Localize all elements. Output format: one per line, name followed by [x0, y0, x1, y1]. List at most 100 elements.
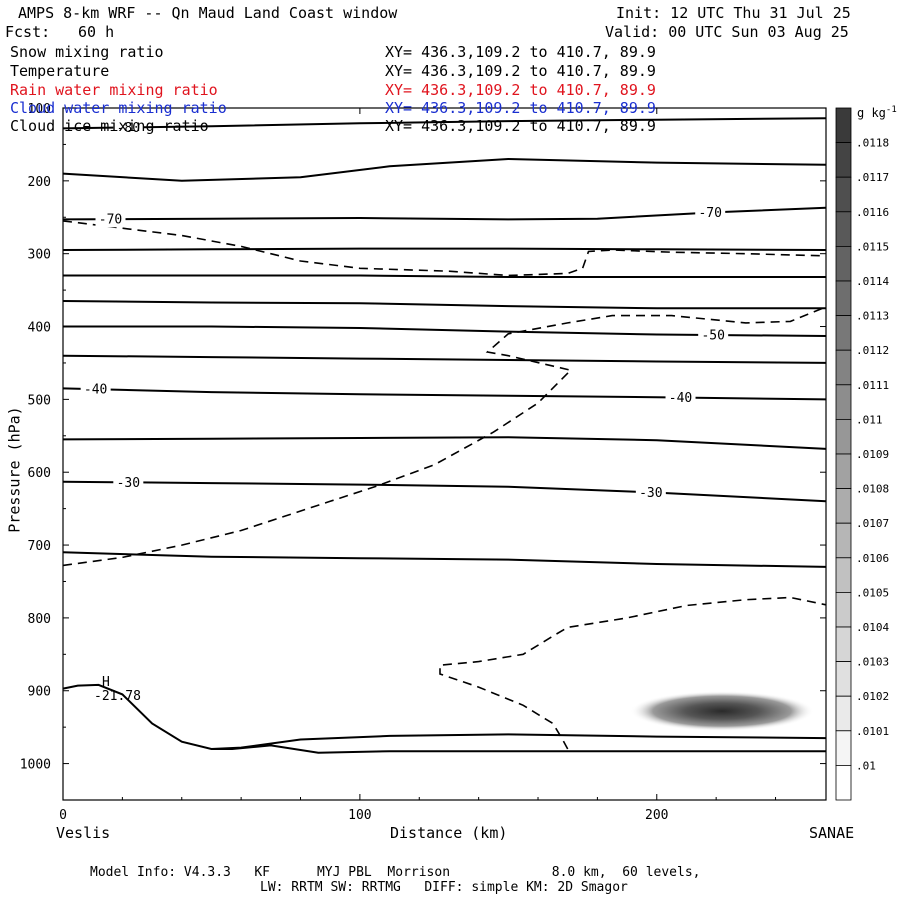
- isotherm-label: -30: [117, 476, 140, 491]
- colorbar-level-label: .0111: [856, 379, 889, 392]
- isotherm-label: -70: [99, 213, 122, 228]
- isotherm-label-background: [95, 211, 126, 228]
- colorbar-swatch: [835, 280, 852, 316]
- isotherm-label-background: [113, 119, 144, 136]
- colorbar-swatch: [835, 176, 852, 213]
- colorbar-swatch: [835, 661, 852, 697]
- isotherm-label-background: [698, 327, 729, 344]
- field-xy-rain: XY= 436.3,109.2 to 410.7, 89.9: [385, 81, 656, 99]
- y-tick-label: 300: [28, 248, 51, 263]
- snow-mixing-ratio-maximum: [630, 691, 815, 732]
- colorbar-swatch: [835, 488, 852, 524]
- colorbar-swatch: [835, 245, 852, 282]
- colorbar-level-label: .0113: [856, 310, 889, 323]
- x-end-label: SANAE: [809, 824, 855, 842]
- field-name-snow: Snow mixing ratio: [10, 43, 164, 61]
- temperature-isotherm: [62, 551, 827, 568]
- colorbar-level-label: .0118: [856, 137, 889, 150]
- temperature-isotherm: [63, 325, 827, 337]
- isotherm-label-background: [635, 484, 666, 501]
- colorbar-swatch: [835, 211, 852, 247]
- temperature-isotherm: [62, 387, 827, 401]
- temperature-isotherm: [63, 274, 826, 278]
- y-tick-label: 100: [28, 102, 51, 117]
- isotherm-label-background: [665, 389, 696, 406]
- upper-dashed-contour: [62, 220, 827, 277]
- isotherm-label-background: [80, 381, 111, 398]
- lower-dashed-contour: [439, 596, 827, 750]
- temperature-isotherm: [62, 247, 827, 251]
- colorbar-swatch: [835, 418, 852, 455]
- isotherm-label: -40: [669, 391, 692, 406]
- y-tick-label: 900: [28, 685, 51, 700]
- colorbar-swatch: [835, 626, 852, 662]
- forecast-label: Fcst:: [5, 23, 51, 41]
- forecast-hours: 60 h: [78, 23, 115, 41]
- freezing-contour-dashed: [62, 306, 827, 567]
- colorbar-level-label: .0102: [856, 690, 889, 703]
- isotherm-label-background: [113, 474, 144, 491]
- model-info-line1: Model Info: V4.3.3 KF MYJ PBL Morrison 8…: [90, 865, 701, 880]
- colorbar-level-label: .0108: [856, 483, 889, 496]
- colorbar-swatch: [835, 315, 852, 351]
- y-tick-label: 700: [28, 539, 51, 554]
- colorbar-swatch: [835, 730, 852, 766]
- colorbar-level-label: .0112: [856, 344, 889, 357]
- colorbar-unit-exponent: -1: [885, 105, 897, 115]
- field-xy-cloud-water: XY= 436.3,109.2 to 410.7, 89.9: [385, 99, 656, 117]
- model-info-line2: LW: RRTM SW: RRTMG DIFF: simple KM: 2D S…: [260, 880, 628, 895]
- y-tick-label: 800: [28, 612, 51, 627]
- colorbar-swatch: [835, 765, 852, 801]
- temperature-isotherm: [62, 354, 827, 364]
- field-xy-temperature: XY= 436.3,109.2 to 410.7, 89.9: [385, 62, 656, 80]
- field-name-cloud-water: Cloud water mixing ratio: [10, 99, 227, 117]
- colorbar-level-label: .011: [856, 413, 883, 426]
- y-tick-label: 600: [28, 466, 51, 481]
- colorbar-level-label: .0106: [856, 552, 889, 565]
- colorbar-level-label: .0107: [856, 517, 889, 530]
- colorbar-swatch: [835, 142, 852, 178]
- y-tick-label: 400: [28, 321, 51, 336]
- colorbar-level-label: .0115: [856, 240, 889, 253]
- colorbar-swatch: [835, 453, 852, 489]
- colorbar-swatch: [835, 592, 852, 628]
- valid-time: Valid: 00 UTC Sun 03 Aug 25: [605, 23, 849, 41]
- plot-frame: [62, 107, 827, 801]
- y-axis-title: Pressure (hPa): [5, 406, 24, 533]
- temperature-isotherm: [62, 117, 827, 130]
- x-tick-label: 0: [59, 808, 67, 823]
- colorbar-level-label: .0116: [856, 206, 889, 219]
- colorbar-swatch: [835, 695, 852, 732]
- colorbar-level-label: .0101: [856, 725, 889, 738]
- colorbar-level-label: .0105: [856, 586, 889, 599]
- colorbar-level-label: .0117: [856, 171, 889, 184]
- colorbar-unit-text: g kg: [857, 106, 886, 120]
- colorbar-swatch: [835, 384, 852, 420]
- isotherm-label: -50: [701, 329, 724, 344]
- isotherm-label: -70: [698, 206, 721, 221]
- colorbar-level-label: .0109: [856, 448, 889, 461]
- colorbar-swatch: [835, 522, 852, 559]
- temperature-isotherm: [62, 436, 827, 450]
- init-time: Init: 12 UTC Thu 31 Jul 25: [616, 4, 851, 22]
- colorbar-unit: g kg-1: [857, 104, 897, 120]
- x-tick-label: 200: [645, 808, 668, 823]
- chart-title: AMPS 8-km WRF -- Qn Maud Land Coast wind…: [18, 4, 398, 22]
- y-tick-label: 1000: [20, 758, 51, 773]
- colorbar-swatch: [835, 107, 852, 143]
- isotherm-label-background: [695, 204, 726, 221]
- isotherm-label: -30: [639, 486, 662, 501]
- field-xy-cloud-ice: XY= 436.3,109.2 to 410.7, 89.9: [385, 117, 656, 135]
- x-axis-title: Distance (km): [390, 824, 508, 842]
- temperature-isotherm: [62, 157, 827, 182]
- field-name-temperature: Temperature: [10, 62, 110, 80]
- x-tick-label: 100: [348, 808, 371, 823]
- isotherm-label: -40: [84, 383, 107, 398]
- isotherm-label: -80: [117, 121, 140, 136]
- y-tick-label: 200: [28, 175, 51, 190]
- temperature-isotherm: [62, 300, 826, 310]
- field-name-rain: Rain water mixing ratio: [10, 81, 218, 99]
- field-xy-snow: XY= 436.3,109.2 to 410.7, 89.9: [385, 43, 656, 61]
- y-tick-label: 500: [28, 393, 51, 408]
- max-marker-symbol: H: [102, 675, 110, 690]
